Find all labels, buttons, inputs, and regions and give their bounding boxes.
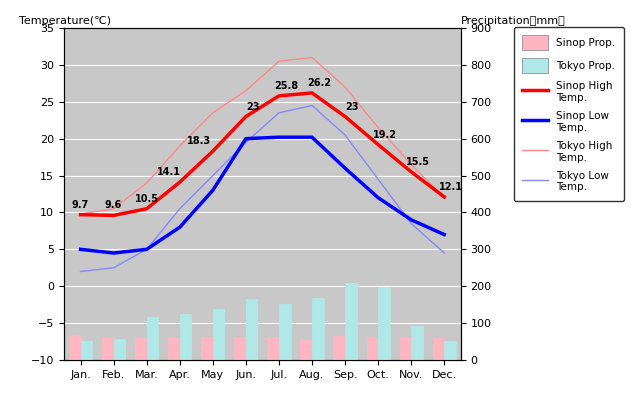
Bar: [378, 287, 390, 360]
Bar: [399, 337, 411, 360]
Bar: [212, 310, 225, 360]
Bar: [333, 336, 345, 360]
Bar: [201, 338, 212, 360]
Bar: [444, 341, 456, 360]
Bar: [147, 317, 158, 360]
Text: 25.8: 25.8: [274, 81, 298, 91]
Bar: [279, 304, 291, 360]
Text: 14.1: 14.1: [157, 167, 180, 177]
Text: 23: 23: [246, 102, 260, 112]
Bar: [268, 338, 279, 360]
Bar: [411, 326, 423, 360]
Bar: [367, 338, 378, 360]
Bar: [234, 337, 246, 360]
Bar: [168, 337, 180, 360]
Text: 15.5: 15.5: [406, 157, 430, 167]
Text: 26.2: 26.2: [307, 78, 331, 88]
Bar: [114, 339, 125, 360]
Bar: [345, 283, 356, 360]
Bar: [312, 298, 324, 360]
Text: 19.2: 19.2: [373, 130, 397, 140]
Bar: [81, 341, 92, 360]
Legend: Sinop Prop., Tokyo Prop., Sinop High
Temp., Sinop Low
Temp., Tokyo High
Temp., T: Sinop Prop., Tokyo Prop., Sinop High Tem…: [514, 26, 624, 201]
Bar: [246, 299, 257, 360]
Bar: [135, 338, 147, 360]
Text: 9.7: 9.7: [72, 200, 89, 210]
Text: 23: 23: [345, 102, 359, 112]
Text: 18.3: 18.3: [187, 136, 211, 146]
Text: Precipitation（mm）: Precipitation（mm）: [461, 16, 566, 26]
Bar: [102, 338, 114, 360]
Text: 12.1: 12.1: [439, 182, 463, 192]
Text: 9.6: 9.6: [105, 200, 122, 210]
Bar: [180, 314, 191, 360]
Text: Temperature(℃): Temperature(℃): [19, 16, 111, 26]
Bar: [69, 334, 81, 360]
Bar: [300, 339, 312, 360]
Bar: [433, 338, 444, 360]
Text: 10.5: 10.5: [134, 194, 159, 204]
